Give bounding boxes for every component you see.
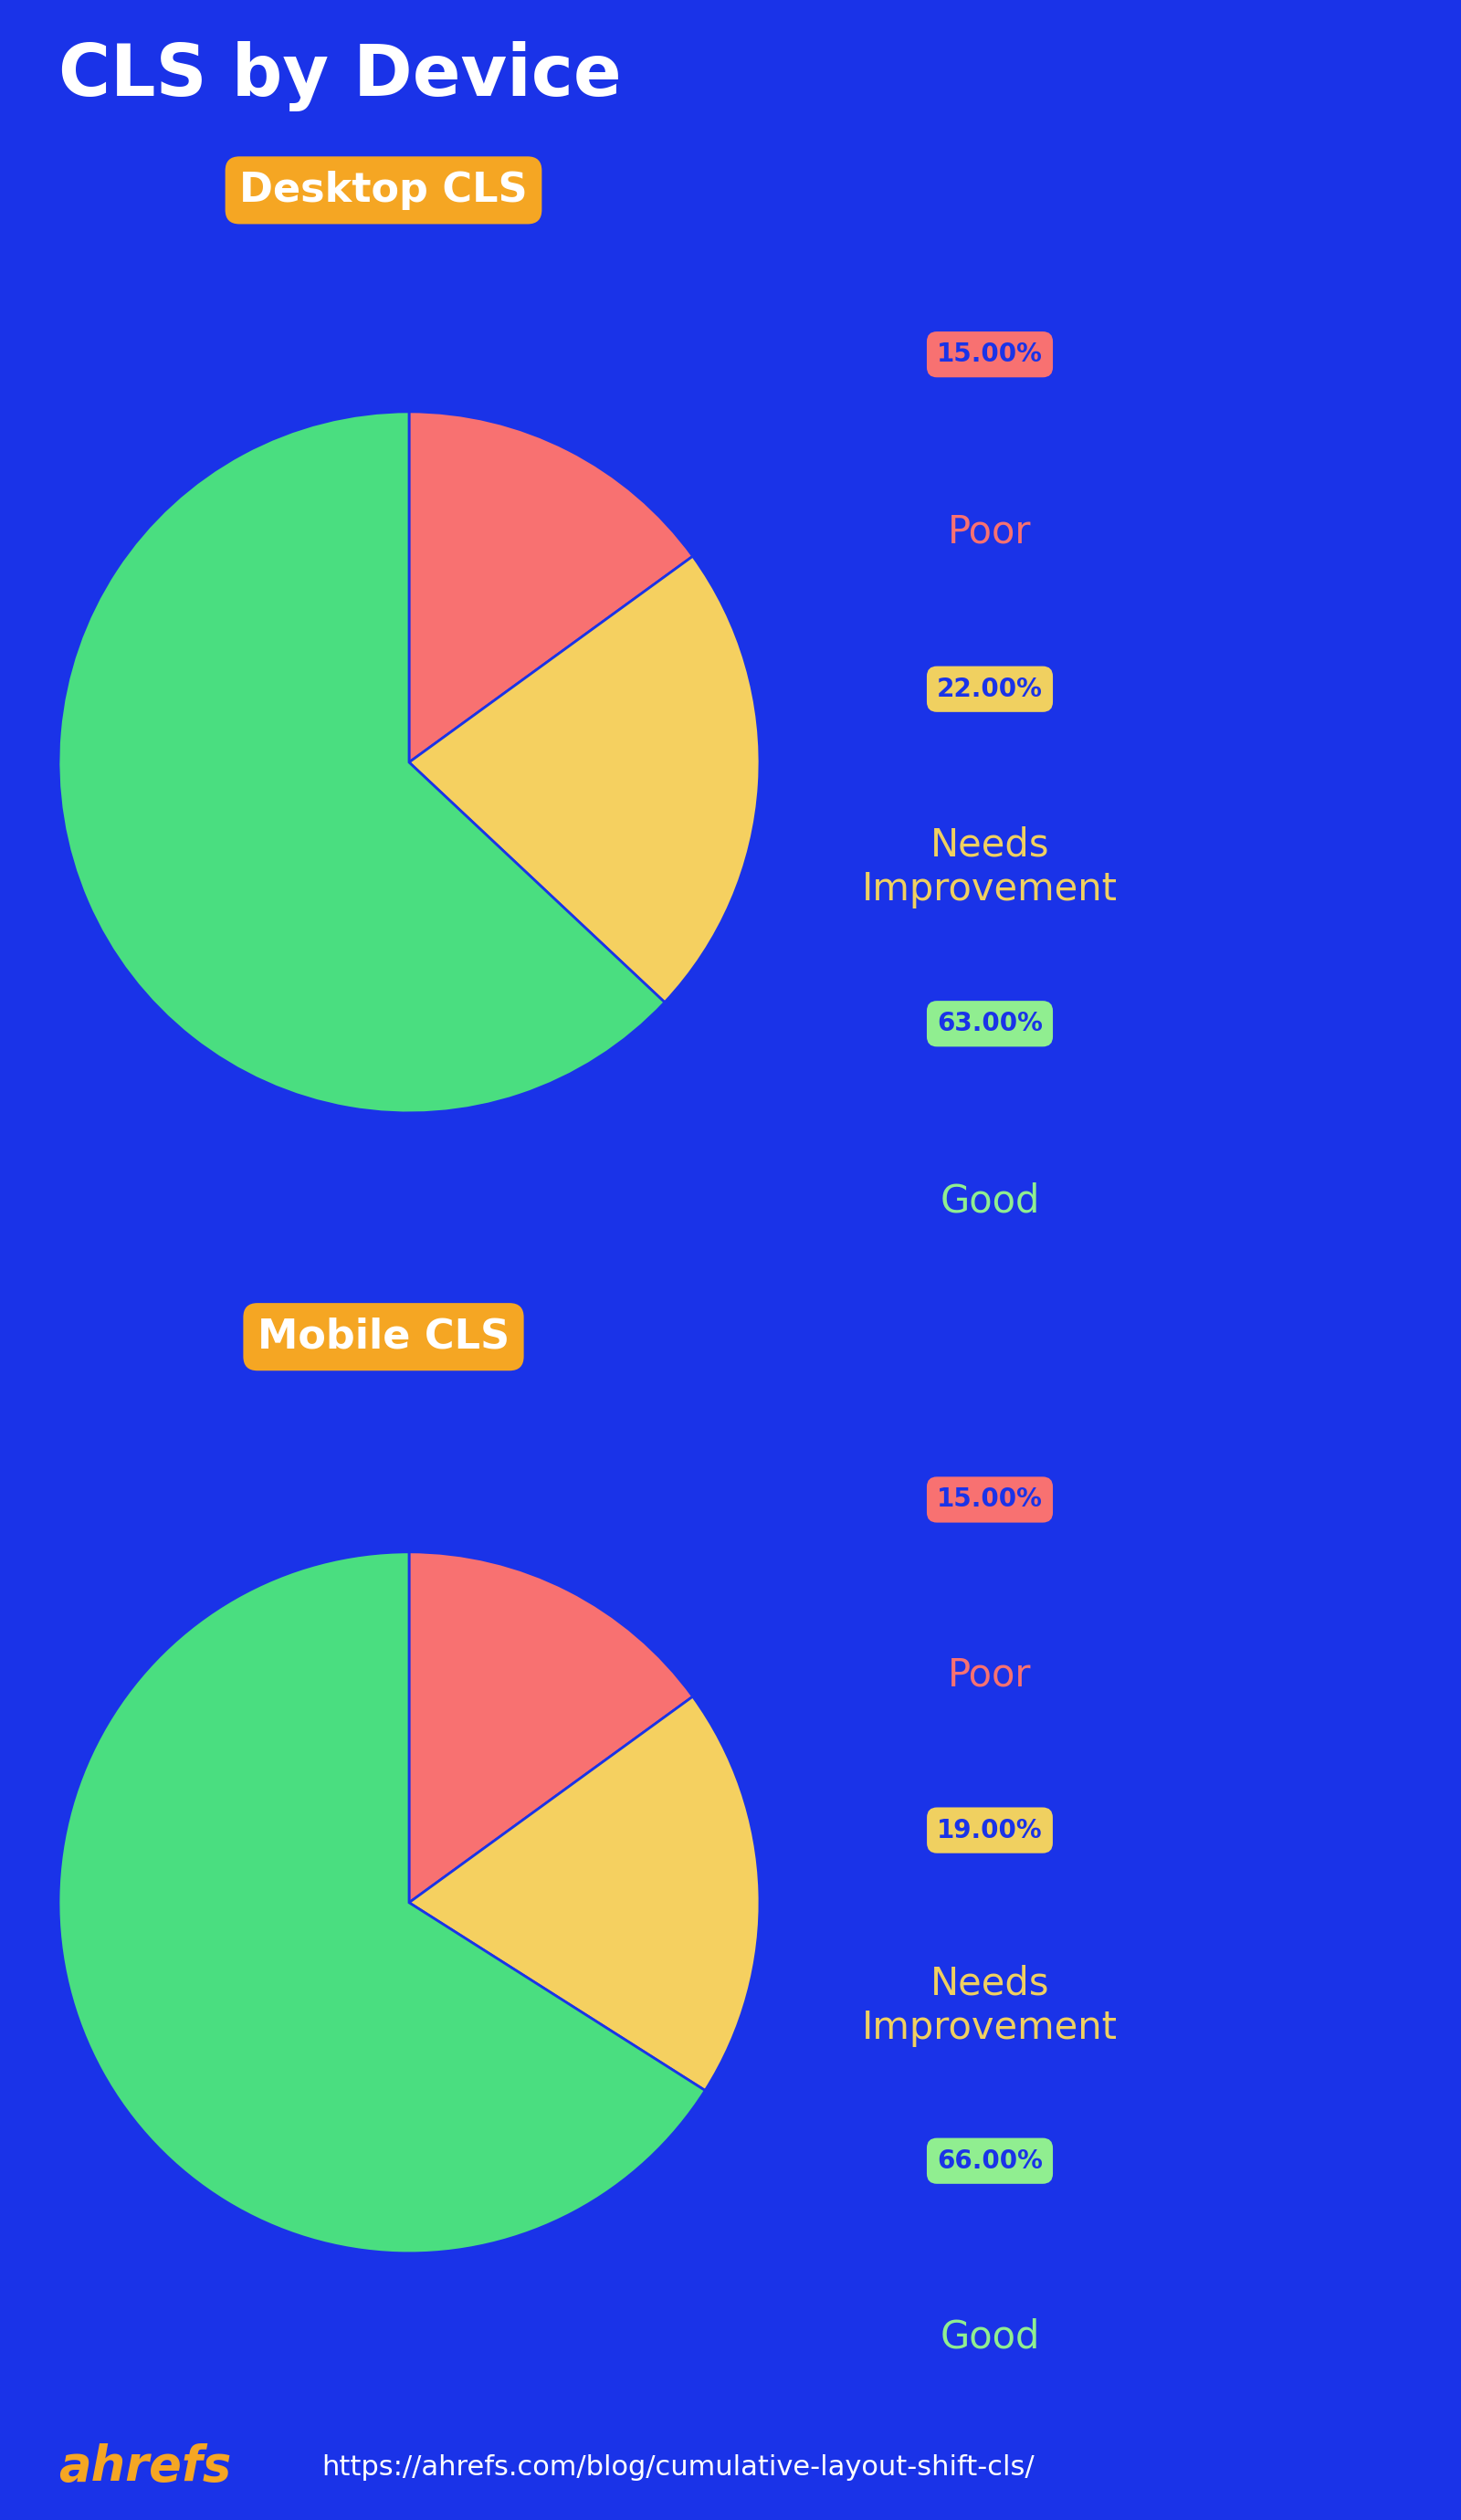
Text: Needs
Improvement: Needs Improvement	[862, 827, 1118, 907]
Text: Needs
Improvement: Needs Improvement	[862, 1966, 1118, 2046]
Text: Good: Good	[939, 2318, 1040, 2356]
Text: 66.00%: 66.00%	[937, 2147, 1043, 2175]
Text: 19.00%: 19.00%	[937, 1817, 1043, 1842]
Text: Poor: Poor	[948, 1656, 1031, 1693]
Wedge shape	[409, 557, 760, 1003]
Wedge shape	[409, 411, 693, 761]
Wedge shape	[58, 411, 665, 1114]
Text: Mobile CLS: Mobile CLS	[257, 1318, 510, 1356]
Text: https://ahrefs.com/blog/cumulative-layout-shift-cls/: https://ahrefs.com/blog/cumulative-layou…	[321, 2454, 1034, 2480]
Text: 63.00%: 63.00%	[937, 1011, 1043, 1036]
Text: Desktop CLS: Desktop CLS	[240, 171, 527, 209]
Text: 22.00%: 22.00%	[937, 675, 1043, 703]
Text: 15.00%: 15.00%	[937, 343, 1043, 368]
Text: Poor: Poor	[948, 514, 1031, 552]
Text: CLS by Device: CLS by Device	[58, 40, 621, 111]
Text: Good: Good	[939, 1182, 1040, 1220]
Wedge shape	[409, 1696, 760, 2092]
Wedge shape	[409, 1552, 693, 1903]
Text: 15.00%: 15.00%	[937, 1487, 1043, 1512]
Wedge shape	[58, 1552, 706, 2253]
Text: ahrefs: ahrefs	[58, 2444, 231, 2490]
